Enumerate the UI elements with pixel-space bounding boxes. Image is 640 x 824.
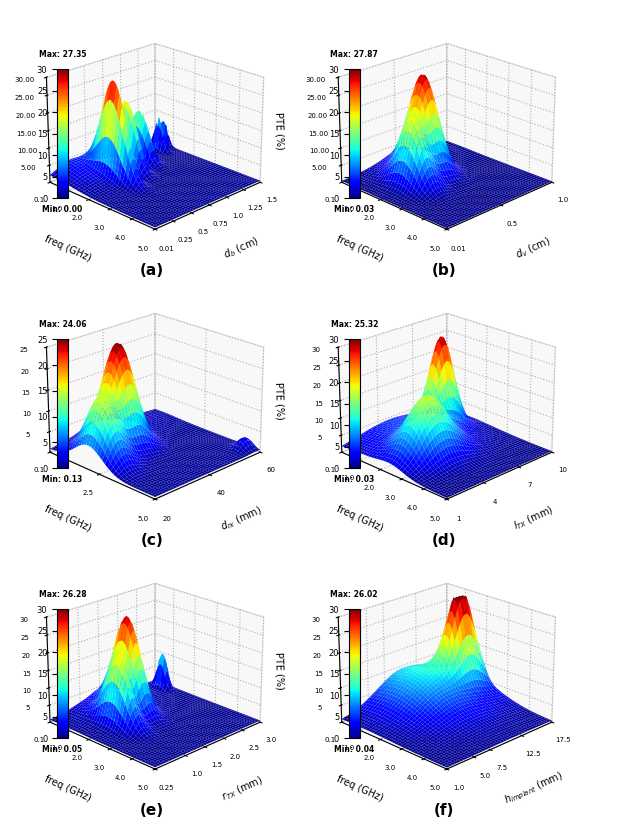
Y-axis label: freq (GHz): freq (GHz) bbox=[335, 503, 385, 533]
Text: Max: 25.32: Max: 25.32 bbox=[330, 320, 378, 329]
Y-axis label: freq (GHz): freq (GHz) bbox=[44, 503, 93, 533]
Y-axis label: freq (GHz): freq (GHz) bbox=[335, 774, 385, 803]
Text: (f): (f) bbox=[433, 803, 454, 817]
Text: (b): (b) bbox=[431, 263, 456, 278]
Text: (d): (d) bbox=[431, 533, 456, 548]
Text: (e): (e) bbox=[140, 803, 164, 817]
Y-axis label: freq (GHz): freq (GHz) bbox=[44, 234, 93, 263]
Text: Min: 0.03: Min: 0.03 bbox=[334, 205, 374, 214]
Text: Min: 0.05: Min: 0.05 bbox=[42, 745, 83, 754]
Text: Min: 0.13: Min: 0.13 bbox=[42, 475, 83, 484]
Text: Max: 27.35: Max: 27.35 bbox=[39, 50, 86, 59]
X-axis label: $d_v$ (cm): $d_v$ (cm) bbox=[514, 235, 554, 262]
Text: Max: 26.02: Max: 26.02 bbox=[330, 590, 378, 599]
Text: Min: 0.04: Min: 0.04 bbox=[334, 745, 374, 754]
X-axis label: $l_{TX}$ (mm): $l_{TX}$ (mm) bbox=[511, 503, 556, 533]
X-axis label: $d_{rx}$ (mm): $d_{rx}$ (mm) bbox=[219, 503, 265, 534]
Y-axis label: freq (GHz): freq (GHz) bbox=[44, 774, 93, 803]
Text: Max: 24.06: Max: 24.06 bbox=[39, 320, 86, 329]
Text: Min: 0.03: Min: 0.03 bbox=[334, 475, 374, 484]
X-axis label: $h_{implant}$ (mm): $h_{implant}$ (mm) bbox=[502, 769, 565, 808]
Text: Min: 0.00: Min: 0.00 bbox=[42, 205, 83, 214]
X-axis label: $r_{TX}$ (mm): $r_{TX}$ (mm) bbox=[219, 773, 265, 803]
Y-axis label: freq (GHz): freq (GHz) bbox=[335, 234, 385, 263]
Text: Max: 26.28: Max: 26.28 bbox=[38, 590, 86, 599]
Text: Max: 27.87: Max: 27.87 bbox=[330, 50, 378, 59]
X-axis label: $d_b$ (cm): $d_b$ (cm) bbox=[222, 235, 262, 262]
Text: (c): (c) bbox=[141, 533, 163, 548]
Text: (a): (a) bbox=[140, 263, 164, 278]
